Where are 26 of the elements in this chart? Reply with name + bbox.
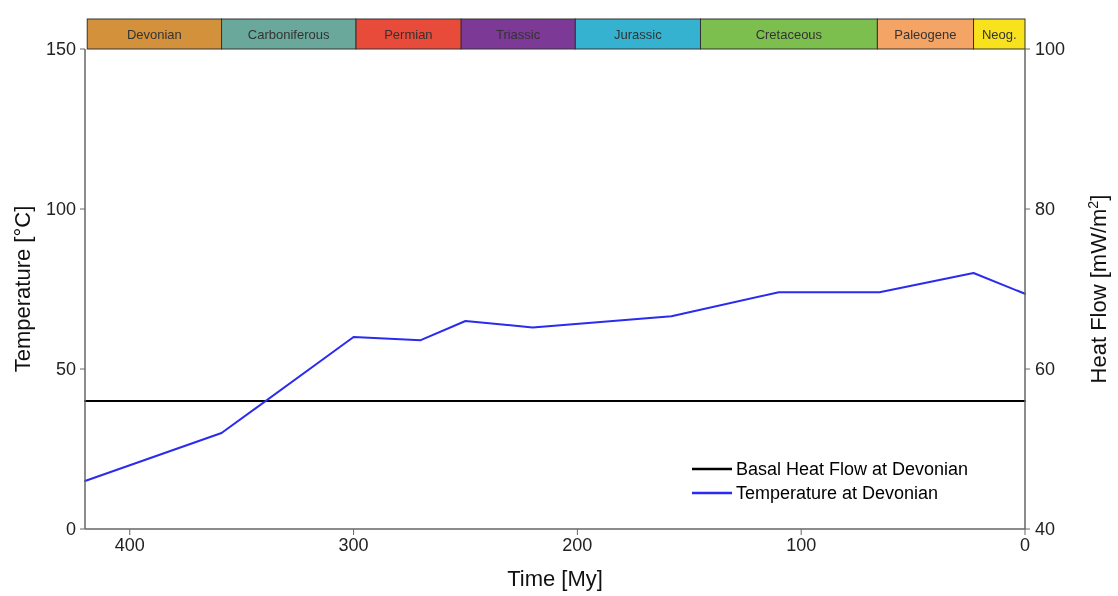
y2-tick-label: 80 [1035,199,1056,220]
legend-label: Temperature at Devonian [736,483,939,504]
series-label: Cretaceous [755,26,823,42]
x-tick-label: 100 [786,535,817,555]
y-tick-label: 150 [45,39,76,60]
series-label: Neog. [981,26,1017,42]
x-tick-label: 300 [338,535,369,555]
series-label: Permian [384,26,433,42]
y-tick-label: 0 [65,519,76,540]
series-label: Carboniferous [247,26,330,42]
x-tick-label: 0 [1019,535,1031,555]
y2-tick-label: 40 [1035,519,1056,540]
x-tick-label: 400 [114,535,145,555]
y2-tick-label: 60 [1035,359,1056,380]
series-label: Paleogene [894,26,957,42]
series-label: Triassic [495,26,541,42]
x-tick-label: 200 [562,535,593,555]
series-label: Jurassic [613,26,663,42]
y2-tick-label: 100 [1035,39,1066,60]
legend-label: Basal Heat Flow at Devonian [736,459,969,480]
series-label: Devonian [126,26,182,42]
y-tick-label: 100 [45,199,76,220]
x-axis-title: Time [My] [507,566,603,591]
y-tick-label: 50 [55,359,76,380]
line-series [84,272,1026,482]
y-axis-title: Temperature [°C] [10,205,35,373]
